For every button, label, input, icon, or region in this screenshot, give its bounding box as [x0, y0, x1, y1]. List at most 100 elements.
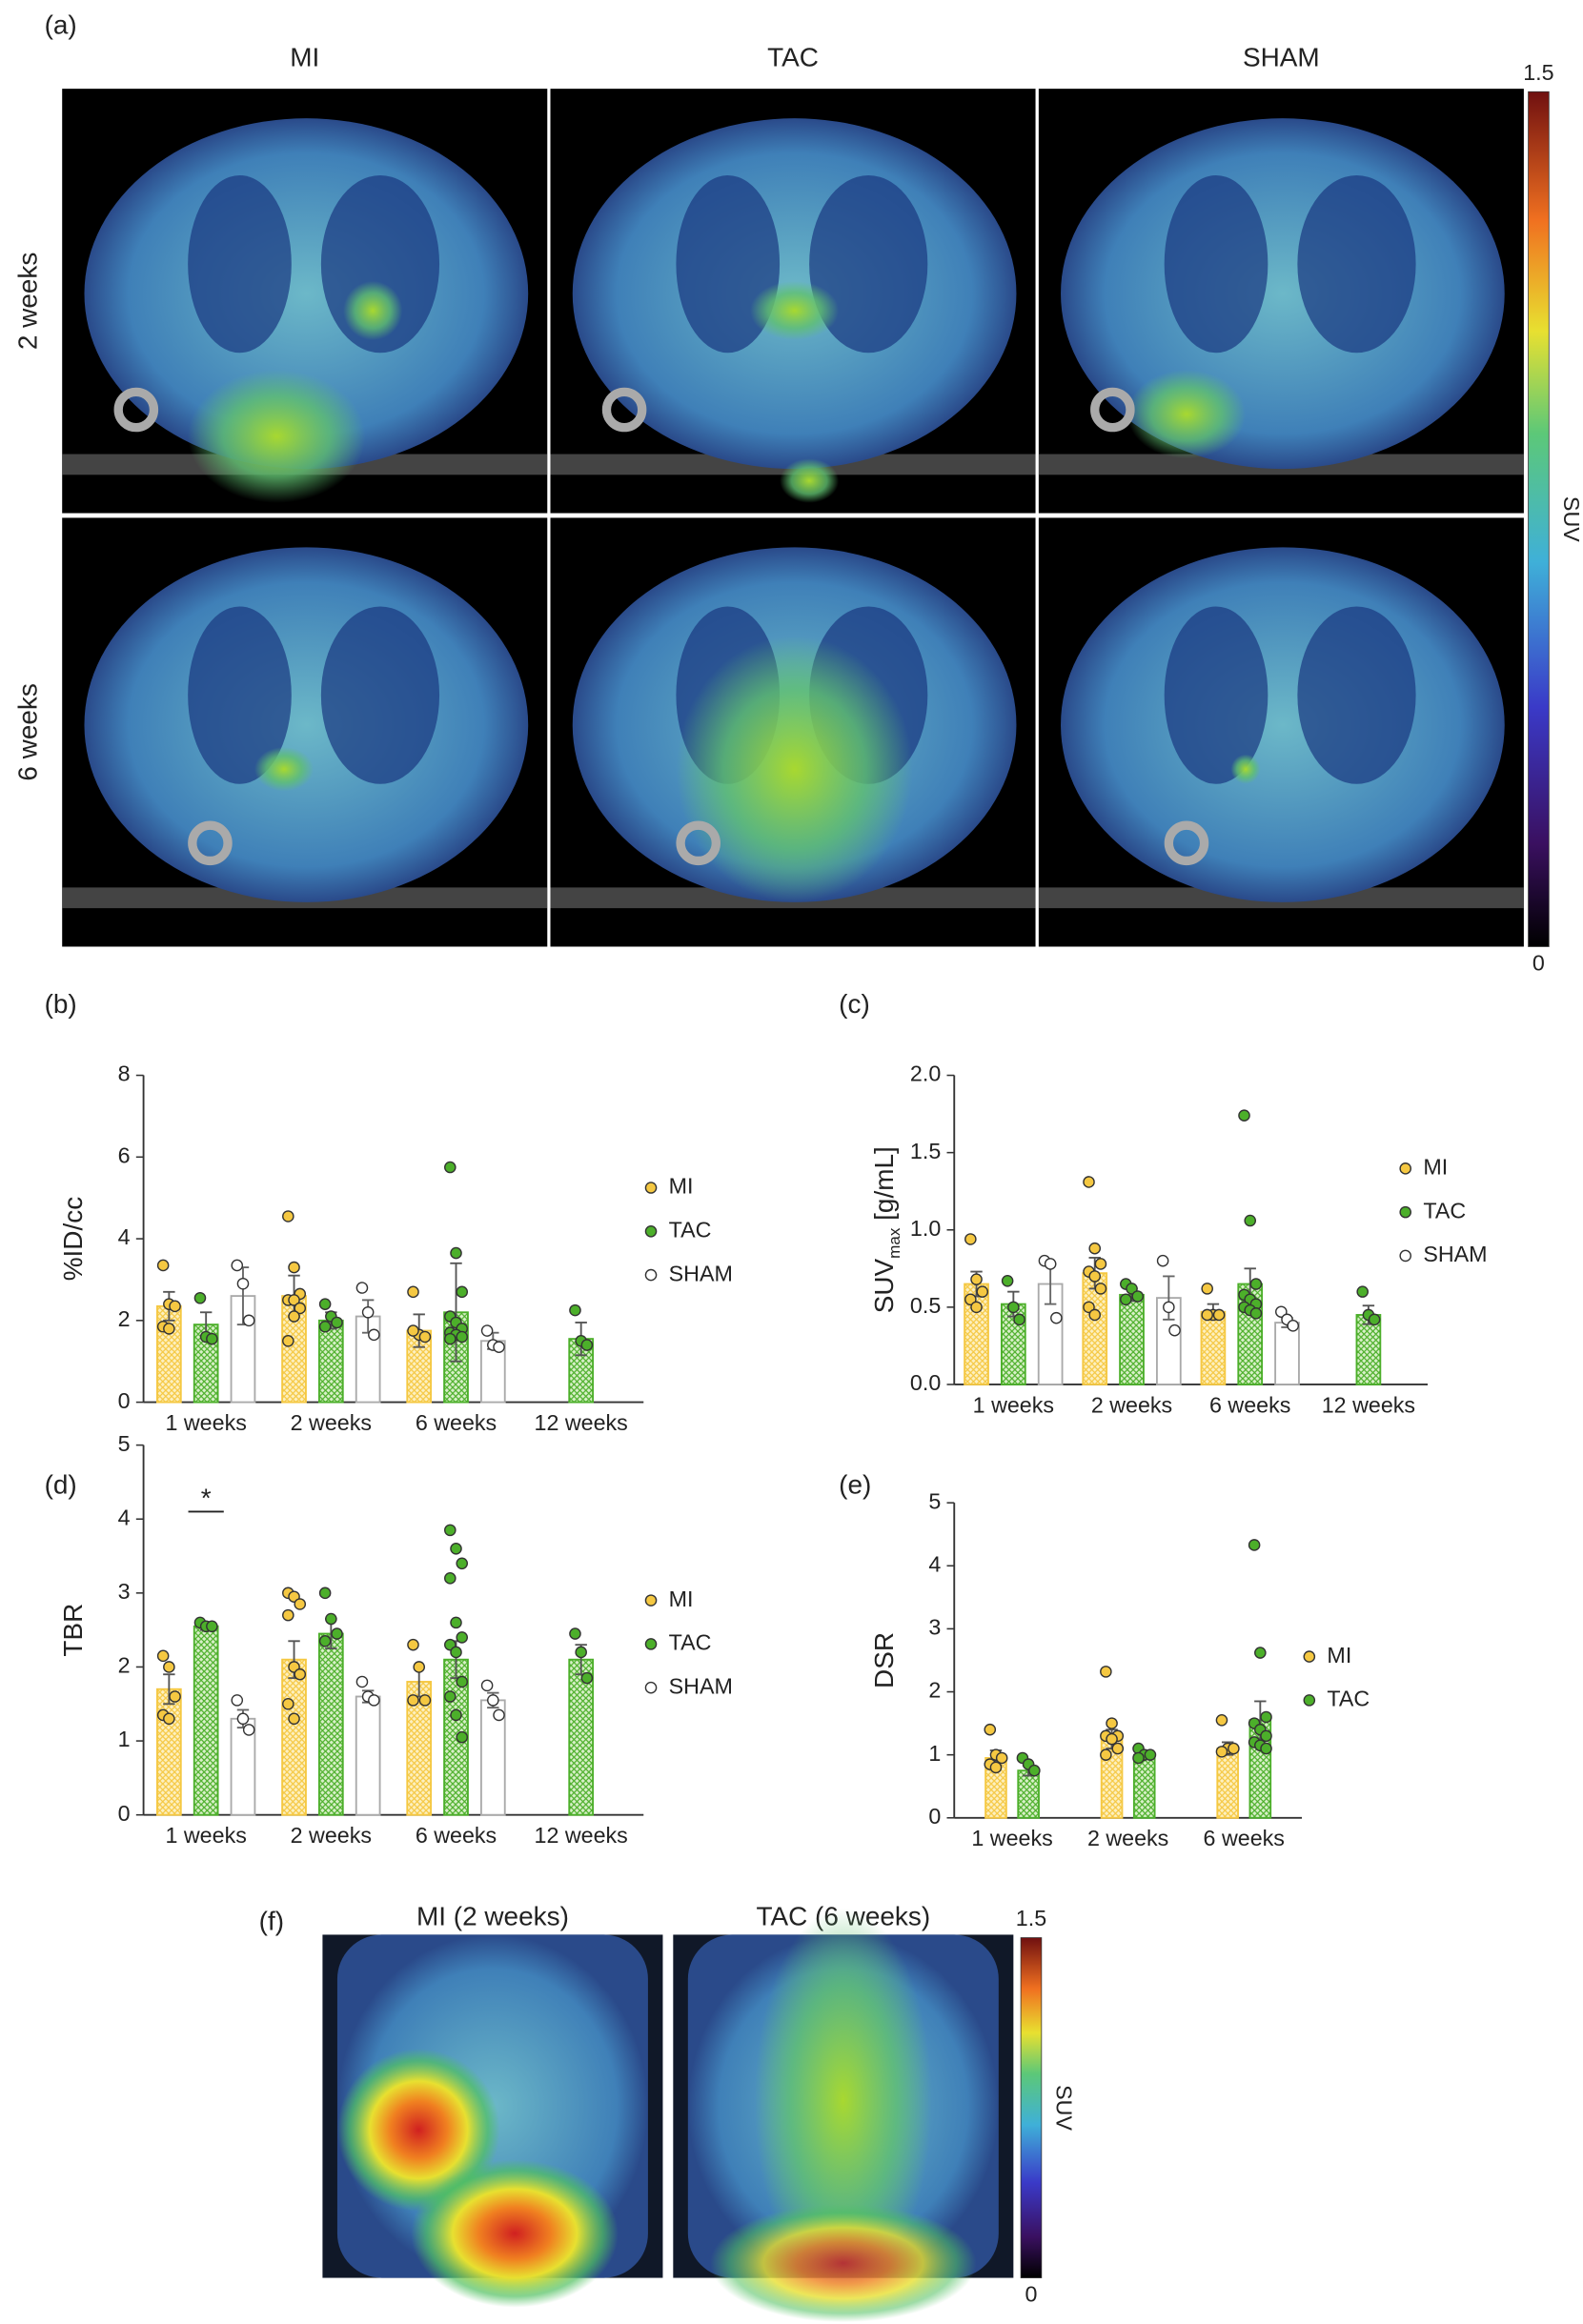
bar: [1216, 1748, 1239, 1819]
data-point: [1168, 1324, 1181, 1337]
x-tick-label: 1 weeks: [165, 1823, 246, 1848]
data-point: [456, 1557, 469, 1570]
data-point: [1106, 1732, 1118, 1746]
y-tick-label: 4: [928, 1551, 941, 1576]
bar: [281, 1658, 307, 1816]
data-point: [1100, 1666, 1112, 1678]
scan-hotspot: [254, 746, 315, 792]
data-point: [1044, 1258, 1057, 1270]
data-point: [236, 1712, 250, 1726]
panel-label: (c): [839, 989, 870, 1019]
grid-divider: [62, 513, 1524, 518]
data-point: [318, 1320, 332, 1333]
data-point: [580, 1339, 594, 1351]
data-point: [236, 1277, 250, 1290]
data-point: [1287, 1320, 1300, 1332]
data-point: [361, 1305, 375, 1319]
x-tick-label: 2 weeks: [291, 1823, 372, 1848]
colorbar-min: 0: [1532, 950, 1545, 975]
data-point: [1120, 1293, 1132, 1306]
data-point: [1212, 1308, 1226, 1322]
data-point: [1201, 1283, 1213, 1295]
data-point: [1156, 1254, 1169, 1267]
scan-hotspot: [1230, 754, 1261, 784]
legend-label: MI: [1327, 1643, 1351, 1667]
data-point: [1275, 1305, 1288, 1319]
data-point: [288, 1294, 300, 1306]
y-tick-label: 1: [118, 1727, 131, 1751]
data-point: [1244, 1214, 1257, 1227]
legend-marker: [1399, 1249, 1411, 1263]
data-point: [355, 1282, 369, 1294]
data-point: [368, 1694, 380, 1707]
bar: [156, 1687, 182, 1816]
data-point: [976, 1285, 989, 1298]
data-point: [970, 1301, 983, 1314]
legend-label: SHAM: [669, 1261, 733, 1285]
data-point: [1126, 1283, 1138, 1295]
bar: [1017, 1769, 1040, 1819]
bar: [193, 1625, 219, 1816]
data-point: [288, 1261, 300, 1274]
data-point: [282, 1334, 294, 1347]
data-point: [331, 1316, 343, 1329]
data-point: [1083, 1176, 1095, 1188]
y-tick-label: 1.5: [910, 1139, 941, 1163]
data-point: [1215, 1714, 1228, 1727]
data-point: [242, 1314, 255, 1327]
legend-marker: [644, 1681, 658, 1694]
legend-label: TAC: [669, 1217, 712, 1242]
data-point: [575, 1646, 587, 1659]
scan-lung: [809, 174, 928, 354]
scan-image: [62, 89, 548, 514]
scan-body: [1061, 547, 1505, 902]
data-point: [1249, 1307, 1263, 1320]
colorbar-max: 1.5: [1523, 60, 1553, 85]
legend-label: MI: [1423, 1154, 1448, 1179]
colorbar-min: 0: [1025, 2281, 1037, 2306]
data-point: [294, 1598, 307, 1610]
significance-label: *: [201, 1483, 212, 1512]
data-point: [1238, 1109, 1250, 1122]
data-point: [231, 1259, 244, 1272]
y-axis-label-part: [g/mL]: [869, 1146, 899, 1227]
data-point: [1088, 1308, 1102, 1322]
data-point: [206, 1620, 218, 1633]
legend-label: TAC: [1423, 1198, 1466, 1223]
data-point: [1356, 1285, 1369, 1298]
data-point: [242, 1724, 255, 1736]
bar: [317, 1632, 344, 1816]
data-point: [995, 1751, 1008, 1765]
data-point: [294, 1667, 307, 1681]
data-point: [318, 1586, 332, 1600]
data-point: [407, 1324, 419, 1337]
data-point: [1260, 1742, 1272, 1755]
data-point: [450, 1616, 462, 1629]
data-point: [231, 1694, 244, 1707]
data-point: [282, 1608, 294, 1622]
x-tick-label: 2 weeks: [291, 1410, 372, 1435]
bar: [1200, 1310, 1227, 1385]
scan-hotspot: [676, 636, 913, 902]
y-tick-label: 6: [118, 1142, 131, 1167]
y-tick-label: 8: [118, 1061, 131, 1086]
data-point: [169, 1300, 181, 1313]
bar: [1132, 1753, 1156, 1819]
data-point: [1368, 1313, 1381, 1326]
y-tick-label: 0: [118, 1388, 131, 1413]
data-point: [407, 1285, 419, 1299]
data-point: [487, 1694, 499, 1707]
y-axis-label: DSR: [869, 1632, 899, 1688]
data-point: [569, 1627, 581, 1640]
data-point: [1050, 1311, 1063, 1324]
legend-label: MI: [669, 1586, 694, 1611]
x-tick-label: 6 weeks: [1209, 1392, 1290, 1417]
y-axis-label-part: SUV: [869, 1258, 899, 1313]
x-tick-label: 12 weeks: [535, 1410, 628, 1435]
data-point: [1028, 1764, 1041, 1777]
y-tick-label: 0.5: [910, 1293, 941, 1318]
data-point: [1094, 1258, 1107, 1270]
x-tick-label: 6 weeks: [416, 1410, 497, 1435]
bar: [1355, 1314, 1382, 1385]
scan-lung: [1297, 606, 1416, 784]
